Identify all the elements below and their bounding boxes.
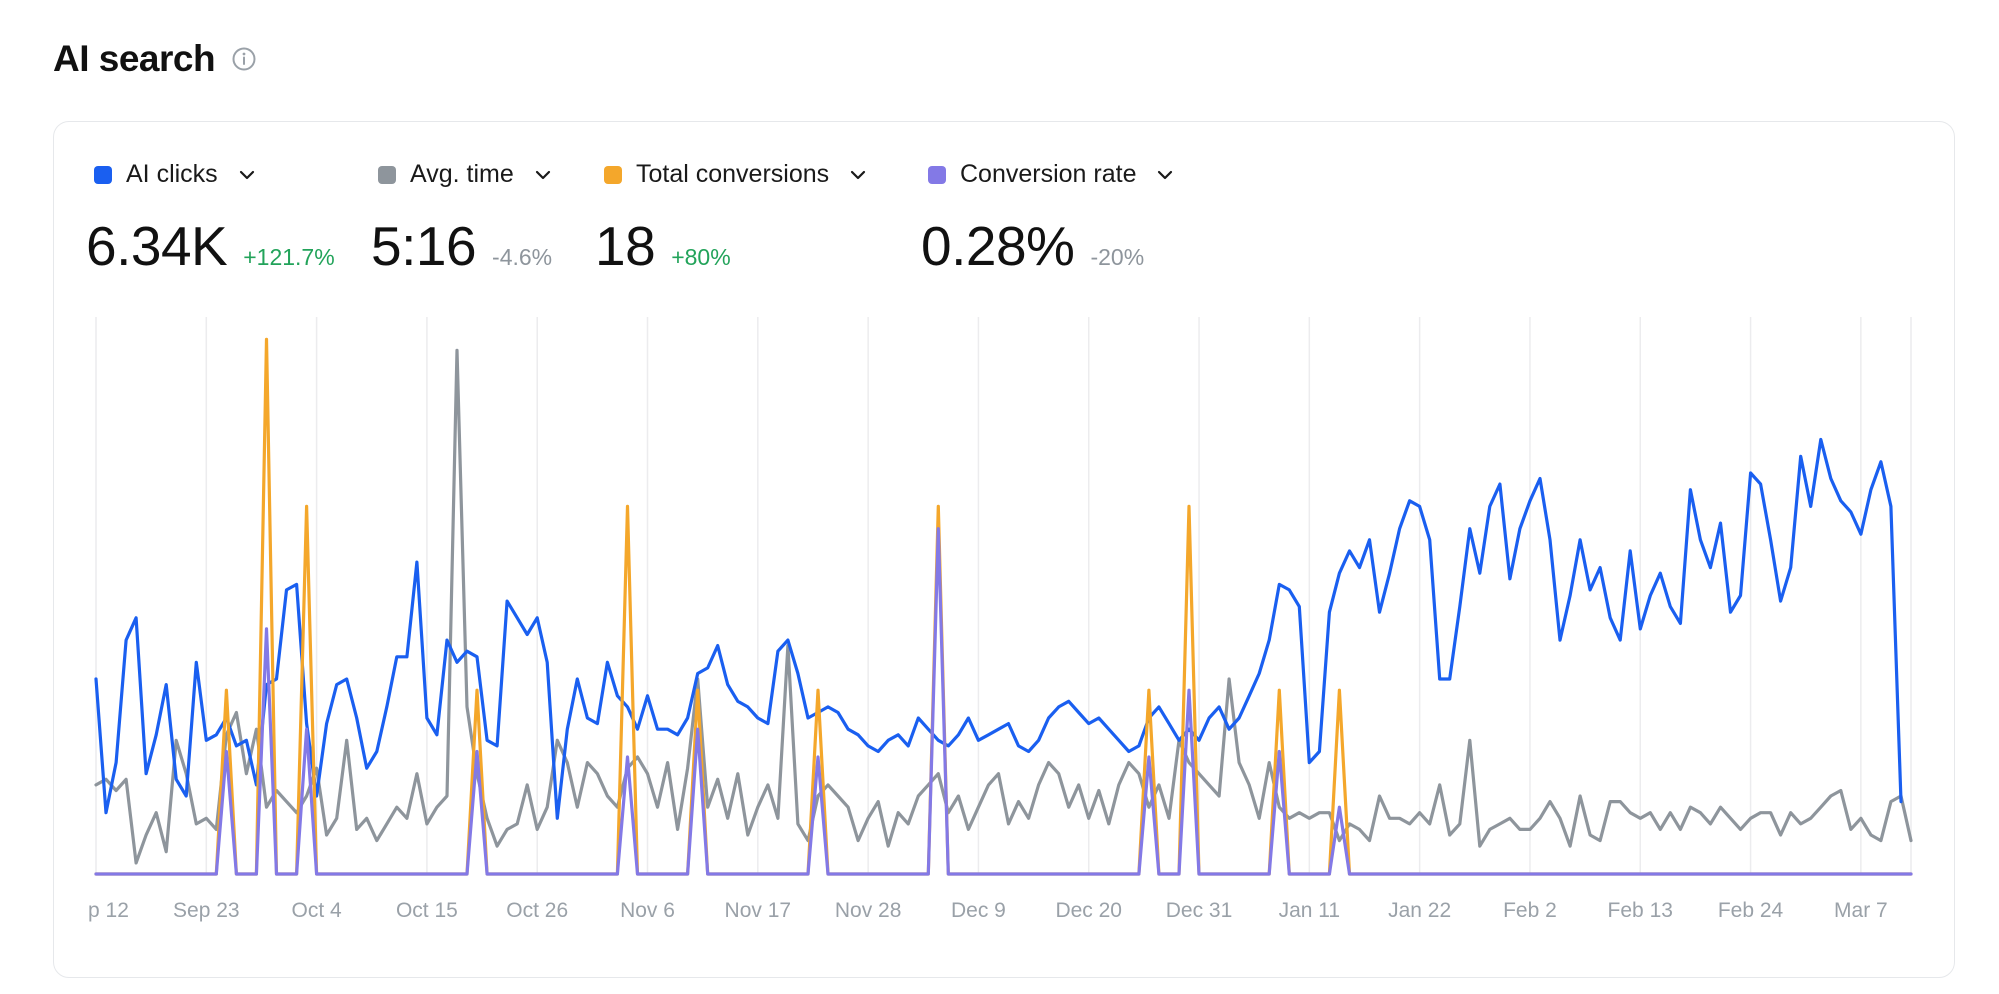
x-tick-label: Feb 24: [1718, 899, 1784, 922]
metric-value: 0.28%: [921, 215, 1075, 277]
metric-delta: +121.7%: [243, 244, 335, 270]
metric-total-conversions: 18 +80%: [595, 214, 731, 278]
metric-conversion-rate: 0.28% -20%: [921, 214, 1144, 278]
x-tick-label: Sep 23: [173, 899, 240, 922]
x-tick-label: Mar 7: [1834, 899, 1888, 922]
x-tick-label: p 12: [88, 899, 129, 922]
x-tick-label: Dec 31: [1166, 899, 1233, 922]
legend-avg-time[interactable]: Avg. time: [378, 160, 554, 189]
x-tick-label: Dec 20: [1055, 899, 1122, 922]
legend-total-conversions[interactable]: Total conversions: [604, 160, 869, 189]
chart-card: AI clicks Avg. time Total conversions Co…: [53, 121, 1955, 978]
grid-lines: [95, 317, 1912, 874]
metric-value: 18: [595, 215, 656, 277]
page-title: AI search: [53, 38, 216, 79]
legend-label: Total conversions: [636, 160, 830, 188]
chevron-down-icon[interactable]: [236, 164, 258, 186]
info-icon[interactable]: [231, 46, 257, 72]
x-tick-label: Feb 2: [1503, 899, 1557, 922]
x-tick-label: Jan 11: [1279, 899, 1341, 922]
avg-time-swatch: [378, 165, 396, 184]
chevron-down-icon[interactable]: [847, 164, 869, 186]
metric-value: 5:16: [371, 215, 477, 277]
chevron-down-icon[interactable]: [1154, 164, 1176, 186]
metric-avg-time: 5:16 -4.6%: [371, 214, 552, 278]
x-tick-label: Nov 17: [725, 899, 792, 922]
series-line-ai-clicks: [94, 437, 1903, 820]
x-tick-label: Nov 6: [620, 899, 675, 922]
legend-label: Avg. time: [410, 160, 514, 188]
x-tick-label: Dec 9: [951, 899, 1006, 922]
metric-delta: +80%: [671, 244, 731, 270]
total-conversions-swatch: [604, 165, 622, 184]
ai-clicks-swatch: [94, 165, 112, 184]
series-line-avg-time: [94, 348, 1913, 865]
legend-label: AI clicks: [126, 160, 218, 188]
x-tick-label: Jan 22: [1388, 899, 1451, 922]
metric-delta: -20%: [1090, 244, 1145, 270]
conversion-rate-swatch: [928, 165, 946, 184]
x-tick-label: Oct 26: [506, 899, 568, 922]
x-tick-label: Oct 4: [292, 899, 343, 922]
x-tick-label: Nov 28: [835, 899, 902, 922]
metric-delta: -4.6%: [492, 244, 553, 270]
x-tick-label: Oct 15: [396, 899, 458, 922]
metric-legend: AI clicks Avg. time Total conversions Co…: [54, 160, 1954, 200]
legend-conversion-rate[interactable]: Conversion rate: [928, 160, 1176, 189]
legend-ai-clicks[interactable]: AI clicks: [94, 160, 258, 189]
legend-label: Conversion rate: [960, 160, 1137, 188]
chevron-down-icon[interactable]: [532, 164, 554, 186]
section-header: AI search: [53, 38, 257, 80]
x-tick-label: Feb 13: [1608, 899, 1673, 922]
line-chart[interactable]: p 12 Sep 23 Oct 4 Oct 15 Oct 26 Nov 6 Nov 17 No…: [54, 122, 1954, 977]
series-line-conversion-rate: [94, 527, 1913, 876]
metric-value: 6.34K: [86, 215, 228, 277]
metric-ai-clicks: 6.34K +121.7%: [86, 214, 335, 278]
